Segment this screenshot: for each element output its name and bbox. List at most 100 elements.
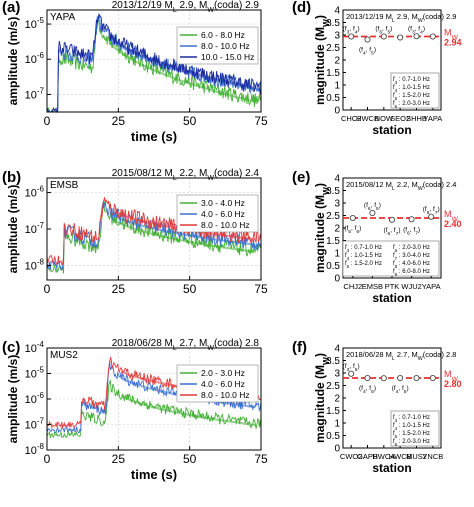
station-tick-label: CHJ2 (343, 282, 362, 291)
x-tick-label: 75 (254, 282, 268, 296)
y-tick-label: 2.5 (326, 381, 340, 392)
y-tick-label: 2 (334, 224, 340, 235)
station-tick-label: SHHB (406, 114, 427, 123)
y-tick-label: 10-6 (25, 391, 45, 406)
waveform-panel: 0 25 50 75 10-8 10-7 10-6 10-5 10-4 amplitude (m/… (6, 338, 268, 482)
station-label: EMSB (50, 180, 79, 191)
band-legend-entry: f3 : 0.7-1.0 Hz (393, 415, 430, 423)
coda-fit-curve (109, 42, 256, 103)
band-legend-box (390, 72, 440, 109)
station-tick-label: YAPA (423, 114, 442, 123)
x-tick-label: 0 (44, 114, 51, 128)
band-legend-entry: f5 : 1.5-2.0 Hz (393, 431, 430, 439)
waveform-trace (46, 12, 262, 113)
event-info-text: 2018/06/28 ML 2.7, MW(coda) 2.8 (346, 350, 456, 362)
y-tick-label: 2.5 (326, 43, 340, 54)
band-legend-entry: f9 : 6.0-8.0 Hz (393, 269, 430, 277)
station-mw-point (428, 213, 435, 220)
station-mw-point (388, 216, 395, 223)
y-tick-label: 0 (334, 106, 340, 117)
y-axis-label: amplitude (m/s) (6, 17, 20, 106)
coda-fit-curve (120, 395, 256, 427)
y-tick-label: 0 (334, 444, 340, 455)
y-tick-label: 10-8 (25, 257, 45, 272)
y-tick-label: 4 (334, 174, 340, 185)
x-tick-label: 50 (183, 114, 197, 128)
magnitude-panel: 00.511.522.533.54(f3, f4)(f4, f5)(f6, f5… (313, 6, 462, 138)
legend-label: 6.0 - 8.0 Hz (201, 30, 245, 40)
panel-letter: (f) (292, 339, 307, 356)
y-axis-label: amplitude (m/s) (6, 355, 20, 444)
band-legend-entry: f6 : 2.0-3.0 Hz (393, 101, 430, 109)
legend-label: 8.0 - 10.0 Hz (201, 220, 250, 230)
y-tick-label: 10-5 (25, 366, 45, 381)
y-tick-label: 1 (334, 419, 340, 430)
station-mw-point (397, 374, 404, 381)
y-tick-label: 4 (334, 6, 340, 17)
station-mw-point (380, 33, 387, 40)
band-legend-entry: f7 : 3.0-4.0 Hz (393, 253, 430, 261)
y-tick-label: 3 (334, 31, 340, 42)
y-tick-label: 10-7 (25, 417, 45, 432)
x-axis-label: station (372, 123, 411, 137)
station-mw-point (429, 33, 436, 40)
band-pair-annotation: (f3, f4) (408, 25, 425, 35)
y-tick-label: 2.5 (326, 211, 340, 222)
station-tick-label: YNCB (422, 452, 443, 461)
x-axis-label: station (372, 461, 411, 475)
band-legend-entry: f4 : 1.0-1.5 Hz (345, 253, 382, 261)
event-info-text: 2015/08/12 ML 2.2, MW(coda) 2.4 (346, 180, 456, 192)
legend-label: 2.0 - 3.0 Hz (201, 368, 245, 378)
station-mw-point (348, 370, 355, 377)
y-tick-label: 10-7 (25, 221, 45, 236)
y-tick-label: 10-4 (25, 340, 45, 355)
station-mw-point (408, 216, 415, 223)
x-tick-label: 50 (183, 452, 197, 466)
legend-label: 8.0 - 10.0 Hz (201, 41, 250, 51)
band-legend-box (342, 240, 440, 277)
event-info-text: 2018/06/28 ML 2.7, MW(coda) 2.8 (112, 338, 260, 352)
station-tick-label: CHC2 (341, 114, 361, 123)
station-mw-point (348, 33, 355, 40)
coda-fit-curve (115, 215, 256, 246)
y-tick-label: 3.5 (326, 18, 340, 29)
coda-fit-curve (114, 220, 256, 253)
station-mw-point (413, 374, 420, 381)
y-tick-label: 10-6 (25, 185, 45, 200)
mw-value: 2.40 (444, 219, 462, 229)
legend-label: 4.0 - 6.0 Hz (201, 209, 245, 219)
station-mw-point (364, 374, 371, 381)
event-info-text: 2013/12/19 ML 2.9, MW(coda) 2.9 (112, 0, 260, 14)
x-axis-label: time (s) (131, 467, 177, 482)
y-tick-label: 1.5 (326, 236, 340, 247)
band-pair-annotation: (f6, f7) (423, 206, 440, 216)
panel-letter: (b) (2, 169, 21, 186)
station-mw-point (429, 374, 436, 381)
y-tick-label: 1.5 (326, 68, 340, 79)
station-mw-point (380, 375, 387, 382)
magnitude-panel: 0 0.51 1.52 2.53 3.54 (f5, f6) (f6, f5) (f6, f7… (313, 174, 462, 306)
panel-letter: (c) (2, 339, 20, 356)
y-tick-label: 2 (334, 56, 340, 67)
station-tick-label: HWCB (389, 452, 412, 461)
x-tick-label: 0 (44, 282, 51, 296)
band-legend-box (390, 410, 440, 447)
station-tick-label: CWO2 (340, 452, 363, 461)
y-tick-label: 10-6 (25, 51, 45, 66)
x-tick-label: 75 (254, 452, 268, 466)
panel-letter: (e) (292, 169, 310, 186)
x-tick-label: 25 (112, 282, 126, 296)
event-info-text: 2013/12/19 ML 2.9, MW(coda) 2.9 (346, 12, 456, 24)
x-tick-label: 25 (112, 114, 126, 128)
mw-value: 2.94 (444, 38, 462, 48)
y-tick-label: 10-5 (25, 16, 45, 31)
y-tick-label: 10-8 (25, 442, 45, 457)
magnitude-panel: 0 0.51 1.52 2.53 3.54(f3, f5) (f4, f5) (f4, f5… (313, 344, 462, 476)
y-tick-label: 3 (334, 199, 340, 210)
y-axis-label: amplitude (m/s) (6, 185, 20, 274)
y-axis-label: magnitude (MW) (313, 183, 331, 273)
station-mw-point (364, 36, 371, 43)
x-tick-label: 75 (254, 114, 268, 128)
band-pair-annotation: (f6, f5) (375, 26, 392, 36)
